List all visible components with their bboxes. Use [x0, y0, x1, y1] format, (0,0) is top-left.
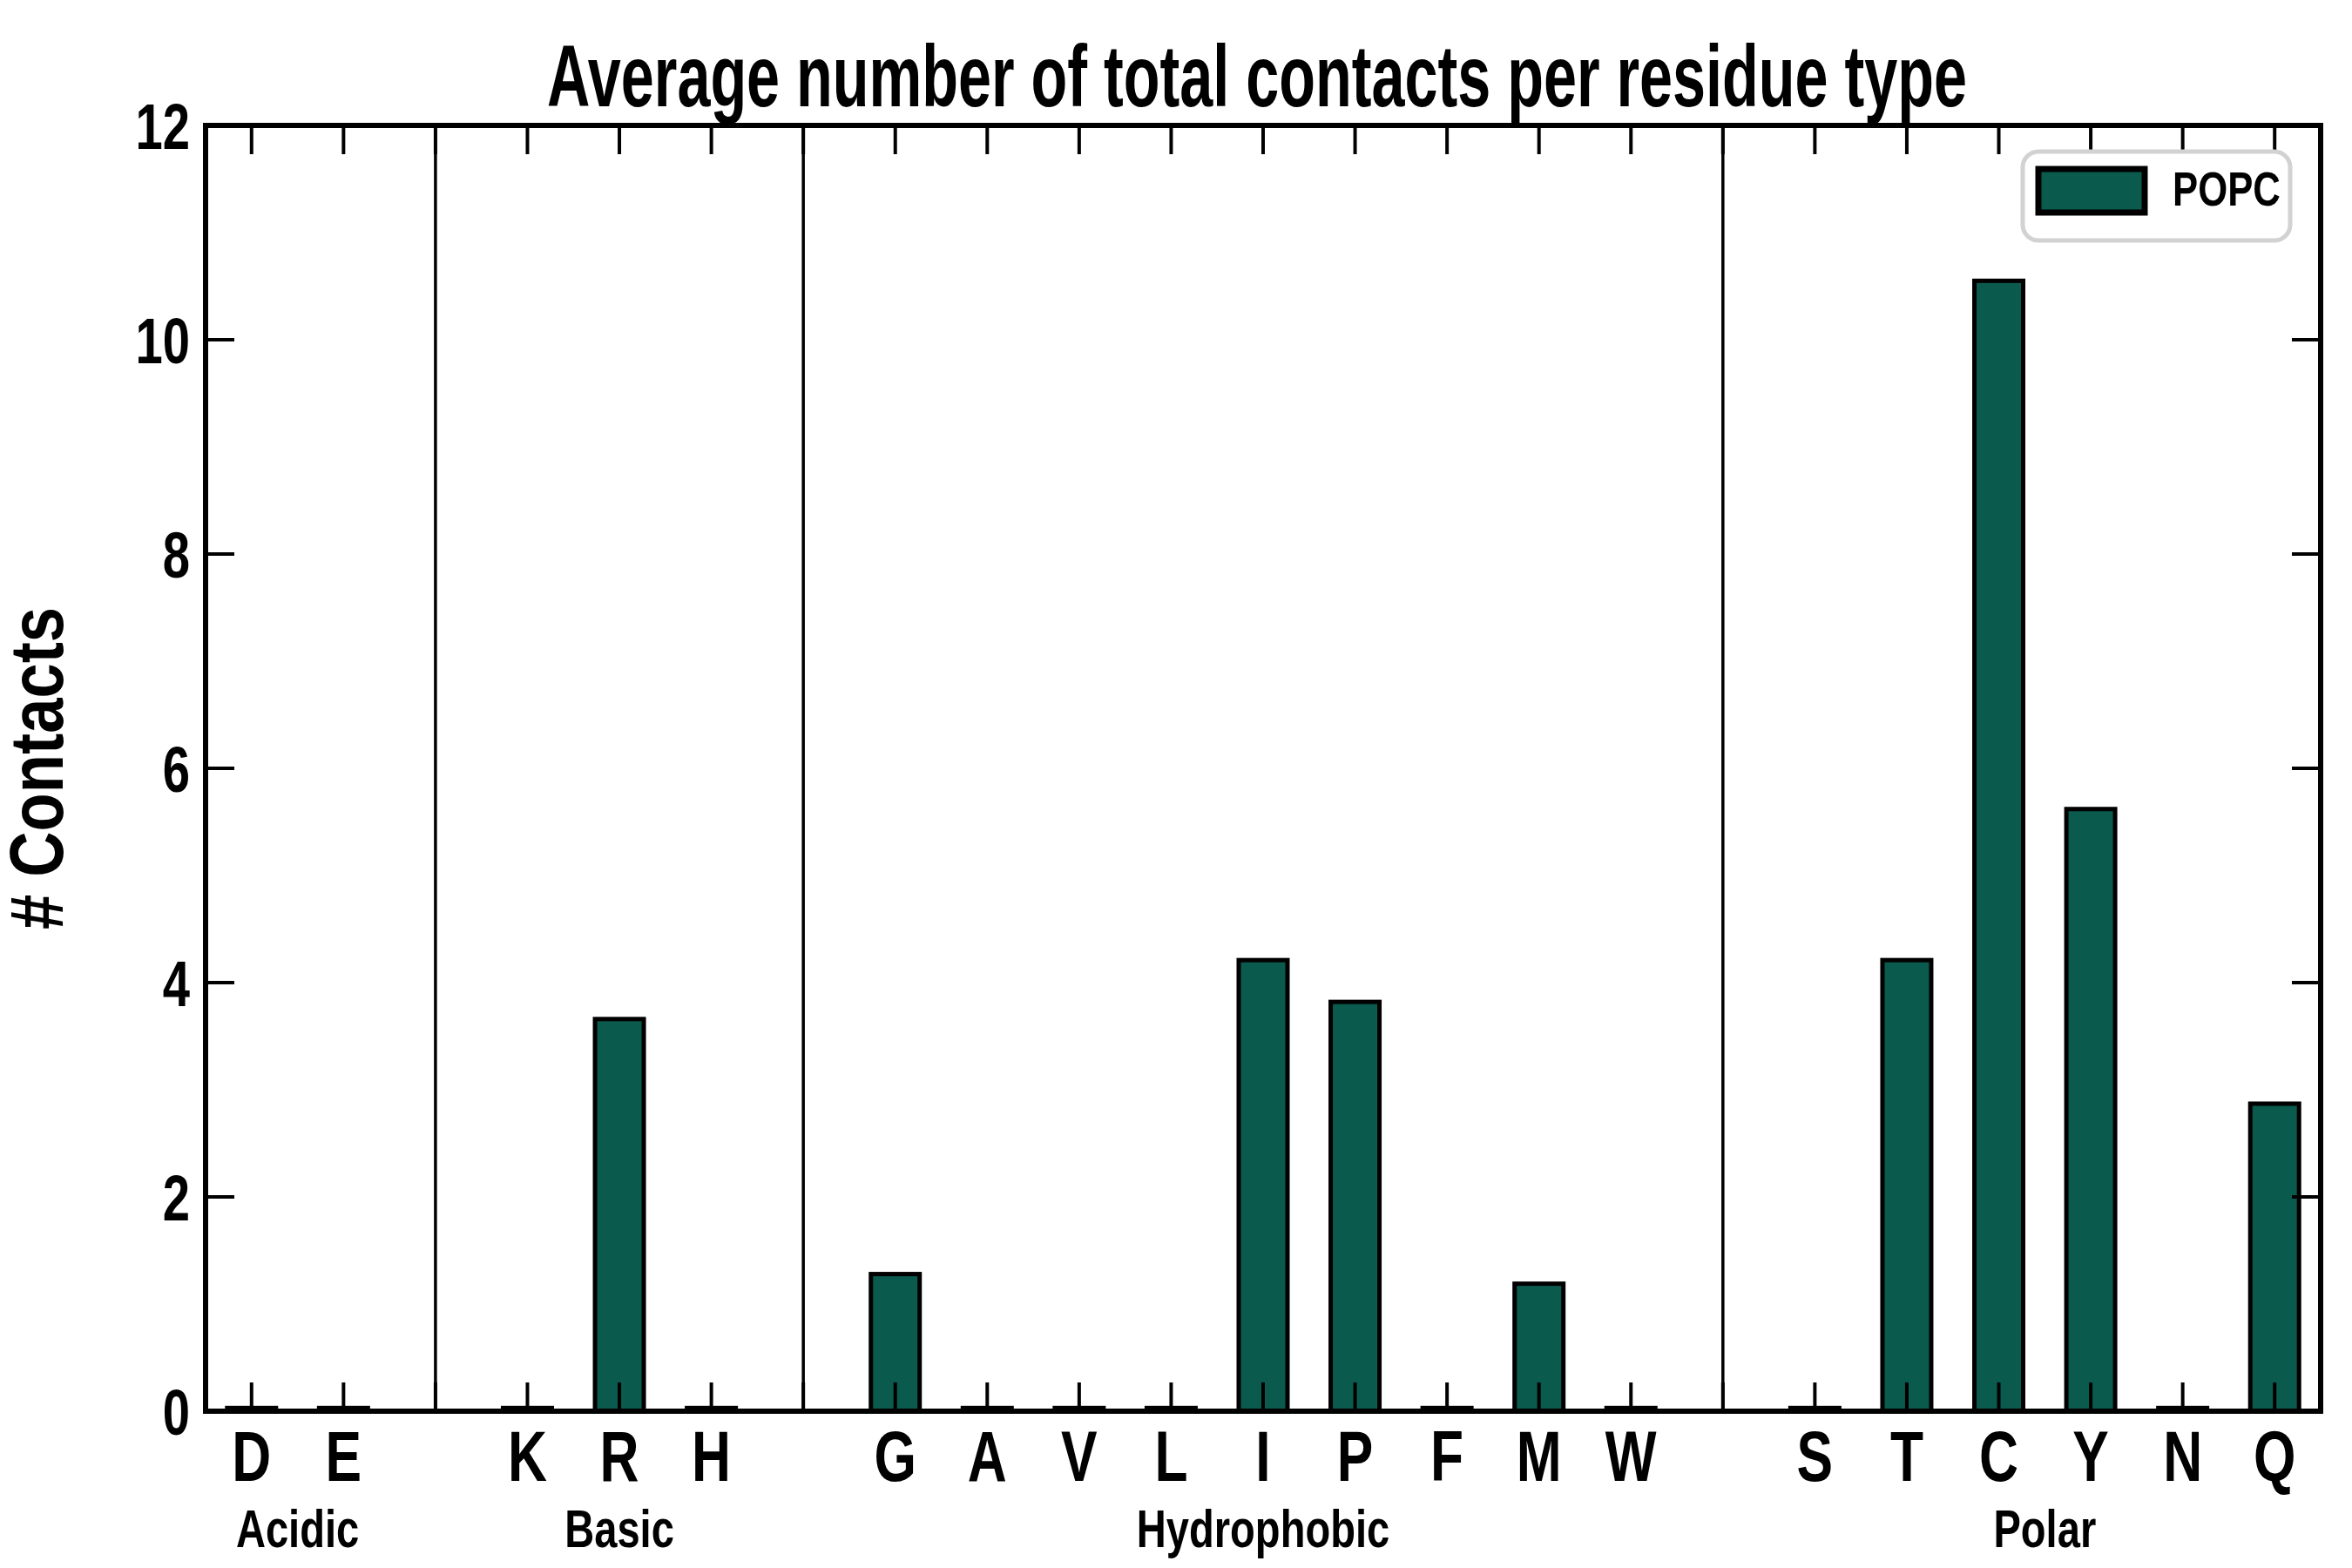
- contacts-bar-chart: Average number of total contacts per res…: [0, 0, 2352, 1568]
- group-label-polar: Polar: [1993, 1498, 2096, 1559]
- axis-labels-layer: DE KRH GAVLIPFMW STCYNQ Acidic Basic Hydrophob…: [135, 91, 2295, 1559]
- x-tick-label-I: I: [1255, 1416, 1270, 1496]
- group-label-basic: Basic: [564, 1498, 674, 1559]
- x-tick-label-E: E: [326, 1416, 362, 1496]
- bar-T: 4.21: [1882, 960, 1931, 1411]
- x-tick-label-W: W: [1605, 1416, 1657, 1496]
- y-tick-label-8: 8: [163, 520, 190, 591]
- bar-chart-figure: Average number of total contacts per res…: [0, 0, 2352, 1568]
- x-tick-label-C: C: [1979, 1416, 2018, 1496]
- chart-title: Average number of total contacts per res…: [547, 27, 1967, 125]
- x-tick-label-Y: Y: [2072, 1416, 2109, 1496]
- x-tick-label-L: L: [1154, 1416, 1187, 1496]
- y-tick-label-0: 0: [163, 1377, 190, 1449]
- x-tick-label-A: A: [968, 1416, 1007, 1496]
- x-tick-label-H: H: [692, 1416, 731, 1496]
- x-tick-label-Q: Q: [2254, 1416, 2295, 1496]
- x-tick-label-N: N: [2163, 1416, 2202, 1496]
- bars-layer: 0.030.030.033.660.031.280.030.030.034.21…: [227, 280, 2299, 1411]
- x-tick-label-D: D: [232, 1416, 271, 1496]
- y-tick-label-2: 2: [163, 1163, 190, 1234]
- y-tick-label-4: 4: [163, 949, 191, 1020]
- y-axis-label: # Contacts: [0, 607, 79, 929]
- group-label-hydrophobic: Hydrophobic: [1137, 1498, 1389, 1559]
- bar-R: 3.66: [595, 1019, 644, 1411]
- y-tick-label-12: 12: [135, 91, 190, 163]
- bar-P: 3.82: [1331, 1002, 1380, 1411]
- y-tick-label-10: 10: [135, 306, 190, 377]
- bar-C: 10.55: [1975, 280, 2024, 1411]
- x-tick-label-T: T: [1890, 1416, 1923, 1496]
- x-tick-label-K: K: [508, 1416, 547, 1496]
- x-tick-label-S: S: [1797, 1416, 1834, 1496]
- x-tick-label-F: F: [1430, 1416, 1463, 1496]
- x-tick-label-P: P: [1337, 1416, 1374, 1496]
- legend-label-popc: POPC: [2173, 162, 2281, 216]
- x-tick-label-V: V: [1061, 1416, 1098, 1496]
- group-label-acidic: Acidic: [236, 1498, 359, 1559]
- plot-area: 0.030.030.033.660.031.280.030.030.034.21…: [135, 91, 2321, 1559]
- x-tick-label-M: M: [1517, 1416, 1562, 1496]
- y-tick-label-6: 6: [163, 734, 190, 806]
- bar-Y: 5.62: [2066, 809, 2115, 1411]
- legend-swatch-popc: [2038, 169, 2145, 213]
- legend: POPC: [2023, 152, 2290, 240]
- x-tick-label-G: G: [875, 1416, 916, 1496]
- x-tick-label-R: R: [600, 1416, 639, 1496]
- bar-I: 4.21: [1239, 960, 1288, 1411]
- bar-Q: 2.87: [2250, 1104, 2299, 1411]
